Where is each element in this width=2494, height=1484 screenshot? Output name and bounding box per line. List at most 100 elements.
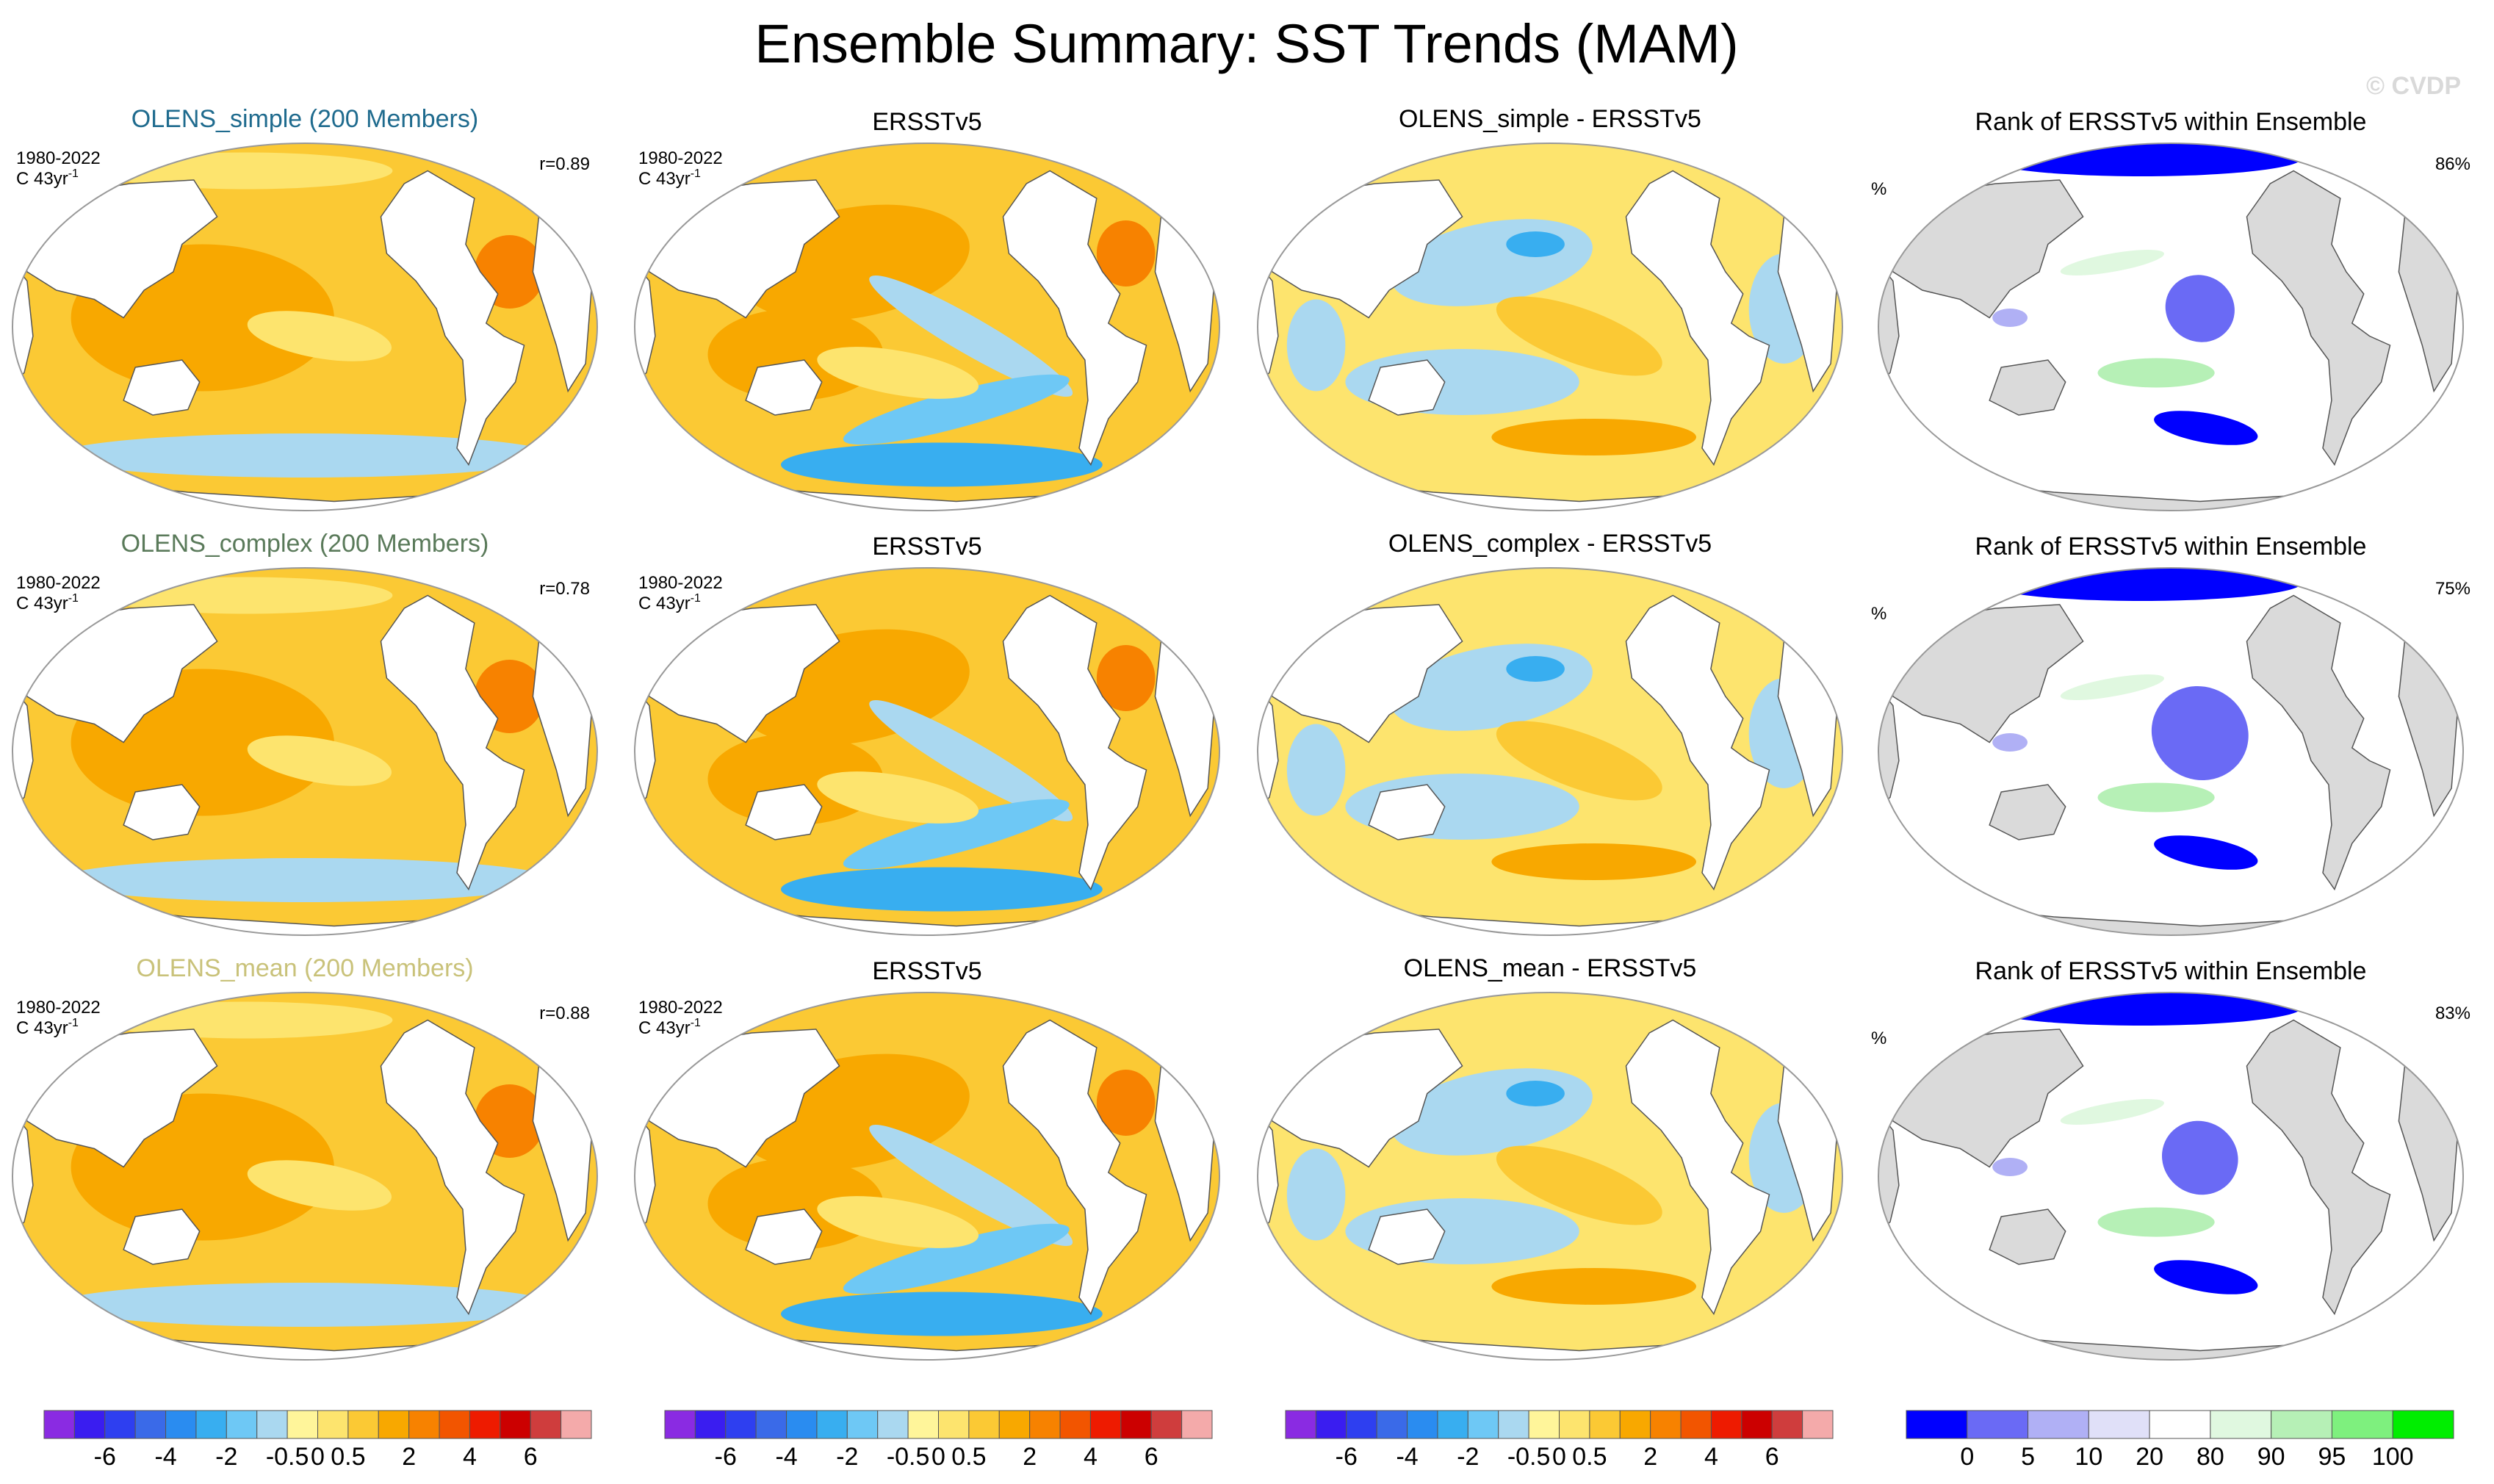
map-outline bbox=[1257, 992, 1843, 1361]
colorbar-swatch bbox=[1346, 1410, 1377, 1439]
low-rank-arctic bbox=[1981, 993, 2303, 1026]
panel-title: ERSSTv5 bbox=[872, 957, 981, 985]
colorbar-swatch bbox=[998, 1410, 1031, 1439]
colorbar-swatch bbox=[1802, 1410, 1834, 1439]
units-superscript: -1 bbox=[68, 1017, 79, 1029]
cool-eastern-pacific bbox=[869, 1125, 1073, 1246]
cool-region bbox=[1286, 299, 1346, 392]
colorbar-swatch bbox=[347, 1410, 379, 1439]
colorbar-tick-label: -2 bbox=[215, 1443, 237, 1471]
percent-unit: % bbox=[1871, 1029, 1886, 1048]
land-mask bbox=[1258, 170, 1837, 511]
colorbar-tick-label: 10 bbox=[2075, 1443, 2102, 1471]
low-rank-region bbox=[1992, 733, 2028, 752]
cool-region bbox=[1286, 1148, 1346, 1241]
high-rank-region bbox=[2060, 1098, 2164, 1125]
strong-cool-region bbox=[1506, 231, 1565, 257]
trend-colorbar: -6 -4 -2 -0.5 0 0.5 2 4 6 bbox=[43, 1410, 592, 1471]
land-mask bbox=[12, 170, 592, 511]
colorbar-swatch bbox=[1589, 1410, 1621, 1439]
weak-warm-region bbox=[247, 735, 392, 786]
cool-eastern-pacific bbox=[869, 275, 1073, 397]
strong-warm-region bbox=[1096, 645, 1156, 711]
high-rank-region bbox=[2097, 358, 2215, 388]
colorbar-swatch bbox=[1498, 1410, 1529, 1439]
units-superscript: -1 bbox=[691, 168, 701, 180]
panel-title: OLENS_simple - ERSSTv5 bbox=[1399, 105, 1701, 133]
rank-percent: 86% bbox=[2435, 154, 2470, 174]
low-rank-region bbox=[2165, 275, 2235, 342]
low-rank-arctic bbox=[1981, 568, 2303, 601]
units-label: C 43yr-1 bbox=[16, 592, 79, 613]
colorbar-swatch bbox=[2149, 1410, 2211, 1439]
colorbar-tick-label: 0.5 bbox=[1572, 1443, 1607, 1471]
colorbar-swatch bbox=[408, 1410, 440, 1439]
low-rank-region bbox=[2154, 411, 2258, 445]
period-label: 1980-2022 bbox=[16, 148, 101, 168]
colorbar-tick-label: 4 bbox=[1704, 1443, 1718, 1471]
colorbar-tick-label: -6 bbox=[715, 1443, 737, 1471]
colorbar-tick-label: -4 bbox=[775, 1443, 797, 1471]
colorbar-swatch bbox=[2331, 1410, 2393, 1439]
high-rank-region bbox=[2060, 674, 2164, 701]
units-superscript: -1 bbox=[68, 168, 79, 180]
warm-region bbox=[1496, 721, 1662, 801]
land-mask bbox=[635, 1019, 1214, 1360]
colorbar-tick-label: 4 bbox=[1084, 1443, 1098, 1471]
land-mask bbox=[1878, 1019, 2458, 1360]
colorbar-swatch bbox=[1120, 1410, 1152, 1439]
warm-region bbox=[1491, 843, 1696, 880]
colorbar-tick-label: 95 bbox=[2318, 1443, 2346, 1471]
watermark-text: © CVDP bbox=[2366, 72, 2461, 100]
map-panel-diff-row3: OLENS_mean - ERSSTv5 bbox=[1257, 954, 1843, 1361]
colorbar-swatch bbox=[1181, 1410, 1213, 1439]
colorbar-swatch bbox=[755, 1410, 788, 1439]
pattern-correlation: r=0.78 bbox=[539, 579, 590, 599]
colorbar-swatch bbox=[317, 1410, 349, 1439]
colorbar-swatch bbox=[1906, 1410, 1968, 1439]
units-label: C 43yr-1 bbox=[638, 168, 701, 189]
colorbar-swatch bbox=[134, 1410, 167, 1439]
low-rank-region bbox=[1992, 1158, 2028, 1176]
map-outline bbox=[12, 567, 598, 936]
map-panel-rank-row2: Rank of ERSSTv5 within Ensemble% 75% bbox=[1871, 533, 2470, 936]
percent-unit: % bbox=[1871, 179, 1886, 199]
colorbar-swatch bbox=[1150, 1410, 1183, 1439]
units-superscript: -1 bbox=[691, 592, 701, 605]
map-outline bbox=[12, 143, 598, 511]
colorbar-tick-label: 2 bbox=[1643, 1443, 1657, 1471]
strong-warm-region bbox=[1096, 1070, 1156, 1136]
colorbar-swatch bbox=[2028, 1410, 2089, 1439]
weak-warm-region bbox=[247, 311, 392, 361]
colorbar-tick-label: 80 bbox=[2196, 1443, 2224, 1471]
colorbar-swatch bbox=[73, 1410, 106, 1439]
colorbar-swatch bbox=[1437, 1410, 1468, 1439]
low-rank-region bbox=[2154, 835, 2258, 870]
colorbar-swatch bbox=[43, 1410, 75, 1439]
map-panel-diff-row1: OLENS_simple - ERSSTv5 bbox=[1257, 105, 1843, 511]
warm-region bbox=[1496, 296, 1662, 376]
cool-southern-ocean bbox=[781, 867, 1103, 912]
colorbar-tick-label: -6 bbox=[1336, 1443, 1358, 1471]
land-mask bbox=[635, 170, 1214, 511]
map-outline bbox=[1257, 143, 1843, 511]
colorbar-tick-label: 20 bbox=[2136, 1443, 2163, 1471]
colorbar-swatch bbox=[378, 1410, 410, 1439]
colorbar-tick-label: 6 bbox=[1145, 1443, 1158, 1471]
strong-cool-region bbox=[1506, 1081, 1565, 1106]
colorbar-swatch bbox=[1029, 1410, 1061, 1439]
panel-title: ERSSTv5 bbox=[872, 108, 981, 136]
units-superscript: -1 bbox=[691, 1017, 701, 1029]
colorbar-swatch bbox=[664, 1410, 696, 1439]
colorbar-swatch bbox=[226, 1410, 258, 1439]
high-rank-region bbox=[2097, 782, 2215, 813]
colorbar-swatch bbox=[694, 1410, 727, 1439]
cool-tongue bbox=[843, 1223, 1070, 1294]
colorbar-swatch bbox=[530, 1410, 562, 1439]
colorbar-swatch bbox=[786, 1410, 818, 1439]
units-label: C 43yr-1 bbox=[638, 1017, 701, 1038]
units-label: C 43yr-1 bbox=[16, 1017, 79, 1038]
pattern-correlation: r=0.89 bbox=[539, 154, 590, 174]
warm-region bbox=[1491, 419, 1696, 455]
